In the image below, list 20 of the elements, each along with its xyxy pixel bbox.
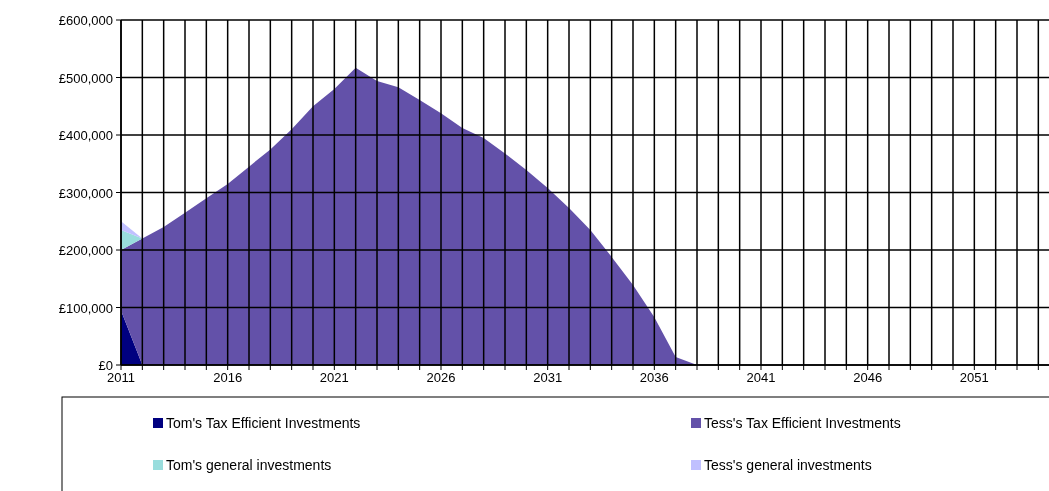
x-tick-label: 2021: [319, 370, 349, 385]
legend-label: Tom's general investments: [166, 457, 332, 473]
x-tick-label: 2046: [853, 370, 883, 385]
legend-label: Tom's Tax Efficient Investments: [166, 415, 361, 431]
y-tick-label: £200,000: [58, 243, 113, 258]
legend-label: Tess's Tax Efficient Investments: [704, 415, 901, 431]
y-tick-label: £600,000: [58, 13, 113, 28]
y-tick-label: £0: [98, 358, 113, 373]
x-tick-label: 2036: [639, 370, 669, 385]
y-tick-label: £100,000: [58, 300, 113, 316]
legend-label: Tess's general investments: [704, 457, 872, 473]
x-tick-label: 2026: [426, 370, 456, 385]
y-tick-label: £300,000: [58, 185, 113, 201]
x-tick-label: 2011: [107, 370, 135, 385]
x-tick-label: 2051: [959, 370, 989, 385]
y-tick-label: £400,000: [58, 128, 113, 143]
x-tick-label: 2041: [746, 370, 776, 385]
x-tick-label: 2031: [533, 370, 563, 385]
y-tick-label: £500,000: [58, 70, 113, 86]
x-tick-label: 2016: [213, 370, 243, 385]
